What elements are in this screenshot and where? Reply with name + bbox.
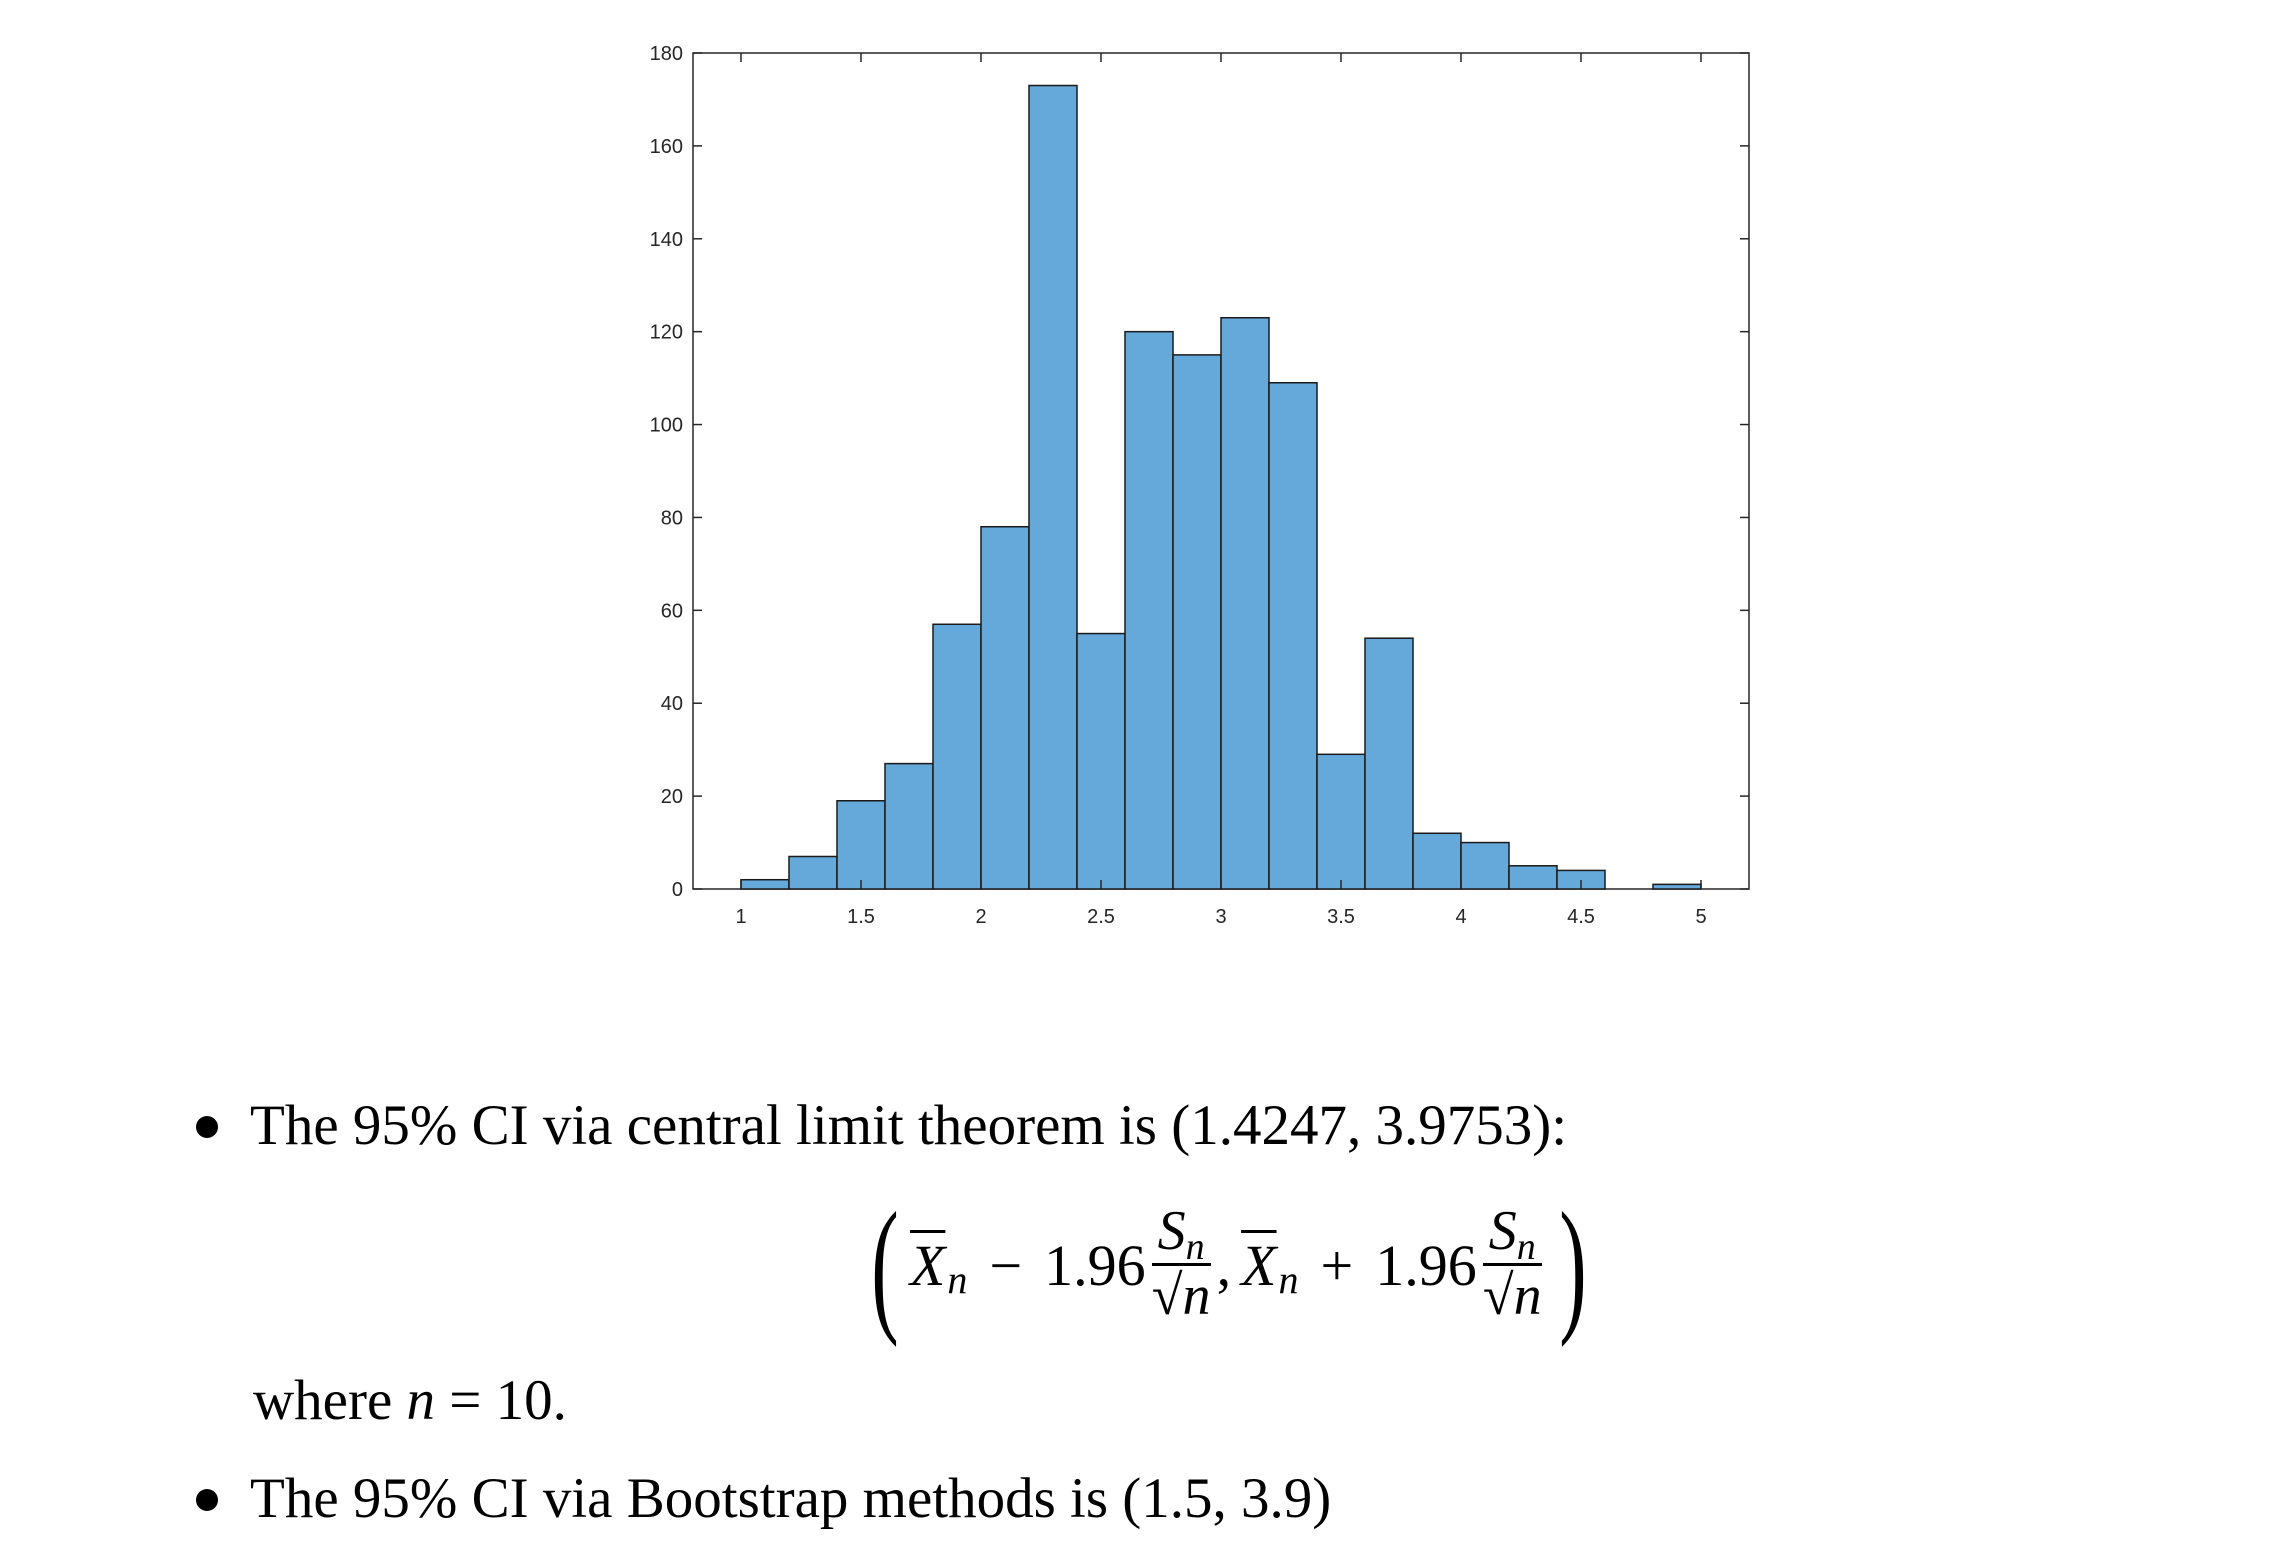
x-tick-label: 1.5 xyxy=(847,906,875,928)
histogram-bar xyxy=(1460,841,1510,890)
formula-xbar-2: X xyxy=(1241,1232,1277,1298)
histogram-bar xyxy=(1028,84,1078,890)
bullet-marker xyxy=(196,1115,218,1138)
histogram-bar xyxy=(1316,753,1366,890)
bullet-clt: The 95% CI via central limit theorem is … xyxy=(196,1097,1567,1154)
histogram-bar xyxy=(884,762,934,890)
formula-fraction-1: Sn √n xyxy=(1151,1200,1211,1328)
x-axis-ticks: 1 1.5 2 2.5 3 3.5 4 4.5 5 xyxy=(735,53,1707,928)
fraction-numerator: Sn xyxy=(1482,1200,1542,1269)
histogram-bar xyxy=(1652,883,1702,890)
formula-sub-2: n xyxy=(1278,1256,1299,1302)
where-clause: where n = 10. xyxy=(253,1368,567,1433)
fraction-denominator: √n xyxy=(1482,1265,1542,1328)
numerator-s: S xyxy=(1157,1200,1186,1263)
x-tick-label: 3.5 xyxy=(1327,906,1355,928)
y-tick-label: 0 xyxy=(672,879,683,901)
bullet-bootstrap: The 95% CI via Bootstrap methods is (1.5… xyxy=(196,1470,1331,1527)
histogram-bars xyxy=(740,84,1702,890)
formula-sub-1: n xyxy=(947,1256,968,1302)
where-equals: = 10. xyxy=(435,1369,567,1432)
fraction-numerator: Sn xyxy=(1151,1200,1211,1269)
histogram-bar xyxy=(1412,832,1462,890)
histogram-bar xyxy=(1076,632,1126,890)
formula-fraction-2: Sn √n xyxy=(1482,1200,1542,1328)
y-tick-label: 120 xyxy=(650,322,683,344)
histogram-bar xyxy=(932,623,982,890)
histogram-bar xyxy=(788,855,838,890)
numerator-s: S xyxy=(1488,1200,1517,1263)
histogram-bar xyxy=(1172,354,1222,890)
formula-coef-1: 1.96 xyxy=(1044,1232,1146,1298)
y-tick-label: 80 xyxy=(661,507,683,529)
histogram-figure: 0 20 40 60 80 100 120 140 160 180 1 1.5 2 2.5 3 3.5 4 4.… xyxy=(650,43,1750,928)
x-tick-label: 1 xyxy=(735,906,746,928)
x-tick-label: 2 xyxy=(975,906,986,928)
numerator-sub: n xyxy=(1185,1226,1205,1269)
histogram-bar xyxy=(1220,316,1270,890)
y-tick-label: 180 xyxy=(650,43,683,65)
formula-minus: − xyxy=(989,1232,1023,1298)
bullet-bootstrap-text: The 95% CI via Bootstrap methods is (1.5… xyxy=(250,1467,1332,1530)
histogram-bar xyxy=(1268,382,1318,890)
y-tick-label: 60 xyxy=(661,600,683,622)
formula-close-paren: ) xyxy=(1559,1182,1587,1348)
y-tick-label: 100 xyxy=(650,415,683,437)
y-tick-label: 140 xyxy=(650,229,683,251)
where-word: where xyxy=(253,1369,393,1432)
histogram-bar xyxy=(740,878,790,890)
x-tick-label: 5 xyxy=(1695,906,1706,928)
histogram-bar xyxy=(1124,330,1174,890)
formula-xbar-1: X xyxy=(909,1232,946,1298)
where-variable: n xyxy=(406,1369,436,1432)
x-tick-label: 3 xyxy=(1215,906,1226,928)
x-tick-label: 4 xyxy=(1455,906,1466,928)
y-tick-label: 20 xyxy=(661,786,683,808)
bullet-marker xyxy=(196,1488,218,1511)
y-axis-ticks: 0 20 40 60 80 100 120 140 160 180 xyxy=(650,43,1749,901)
fraction-denominator: √n xyxy=(1151,1265,1211,1328)
histogram-bar xyxy=(836,800,886,890)
numerator-sub: n xyxy=(1516,1226,1536,1269)
formula-comma: , xyxy=(1216,1232,1232,1298)
formula-open-paren: ( xyxy=(871,1182,899,1348)
y-tick-label: 40 xyxy=(661,693,683,715)
x-tick-label: 2.5 xyxy=(1087,906,1115,928)
histogram-bar xyxy=(980,525,1030,890)
formula-plus: + xyxy=(1320,1232,1354,1298)
histogram-bar xyxy=(1364,637,1414,890)
bullet-clt-text: The 95% CI via central limit theorem is … xyxy=(250,1094,1568,1157)
histogram-bar xyxy=(1508,865,1558,890)
y-tick-label: 160 xyxy=(650,136,683,158)
x-tick-label: 4.5 xyxy=(1567,906,1595,928)
formula-coef-2: 1.96 xyxy=(1375,1232,1477,1298)
